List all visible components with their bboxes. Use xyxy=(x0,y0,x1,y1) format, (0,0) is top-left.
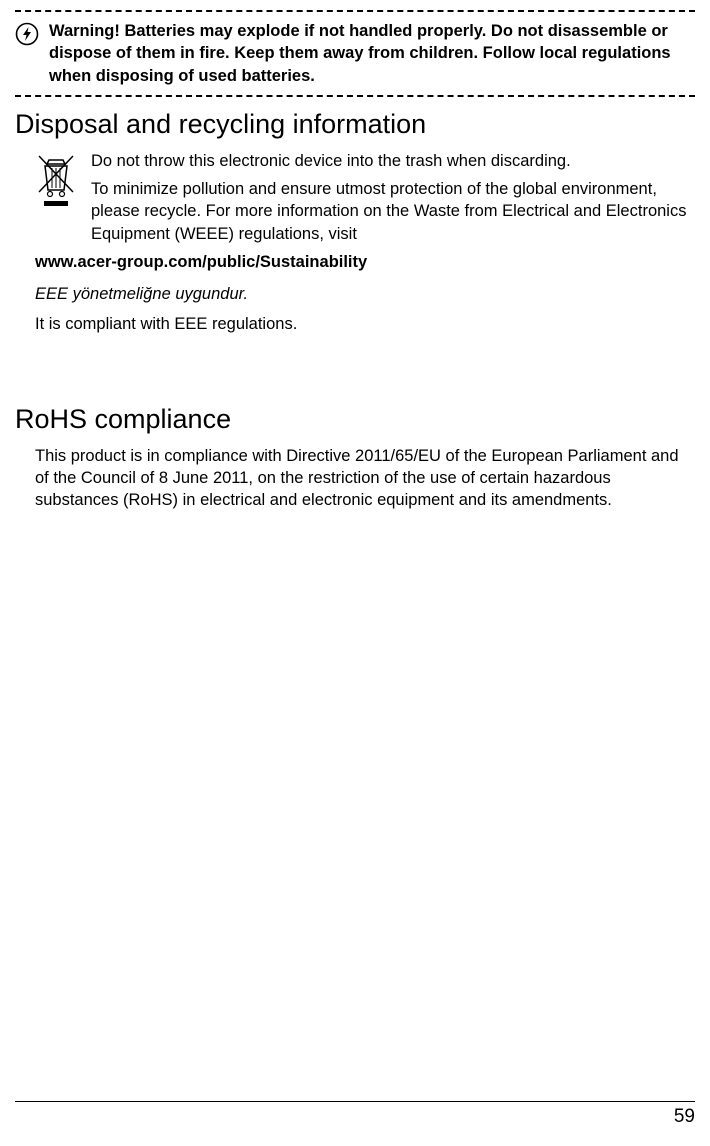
eee-turkish: EEE yönetmeliğne uygundur. xyxy=(35,283,695,305)
page-number: 59 xyxy=(674,1106,695,1127)
rohs-section: This product is in compliance with Direc… xyxy=(15,445,695,512)
disposal-heading: Disposal and recycling information xyxy=(15,109,695,140)
weee-bin-icon xyxy=(35,150,91,216)
page-footer: 59 xyxy=(15,1101,695,1128)
disposal-p2-text: To minimize pollution and ensure utmost … xyxy=(91,180,686,243)
warning-text: Warning! Batteries may explode if not ha… xyxy=(49,20,695,87)
disposal-p1: Do not throw this electronic device into… xyxy=(91,150,695,172)
disposal-section: Do not throw this electronic device into… xyxy=(15,150,695,336)
warning-callout: Warning! Batteries may explode if not ha… xyxy=(15,10,695,97)
weee-row: Do not throw this electronic device into… xyxy=(35,150,695,251)
spacer xyxy=(15,344,695,400)
disposal-p2: To minimize pollution and ensure utmost … xyxy=(91,178,695,245)
weee-text-block: Do not throw this electronic device into… xyxy=(91,150,695,251)
eee-compliant: It is compliant with EEE regulations. xyxy=(35,313,695,335)
lightning-circle-icon xyxy=(15,20,49,51)
rohs-heading: RoHS compliance xyxy=(15,404,695,435)
sustainability-link[interactable]: www.acer-group.com/public/Sustainability xyxy=(35,251,695,273)
rohs-body: This product is in compliance with Direc… xyxy=(35,445,695,512)
